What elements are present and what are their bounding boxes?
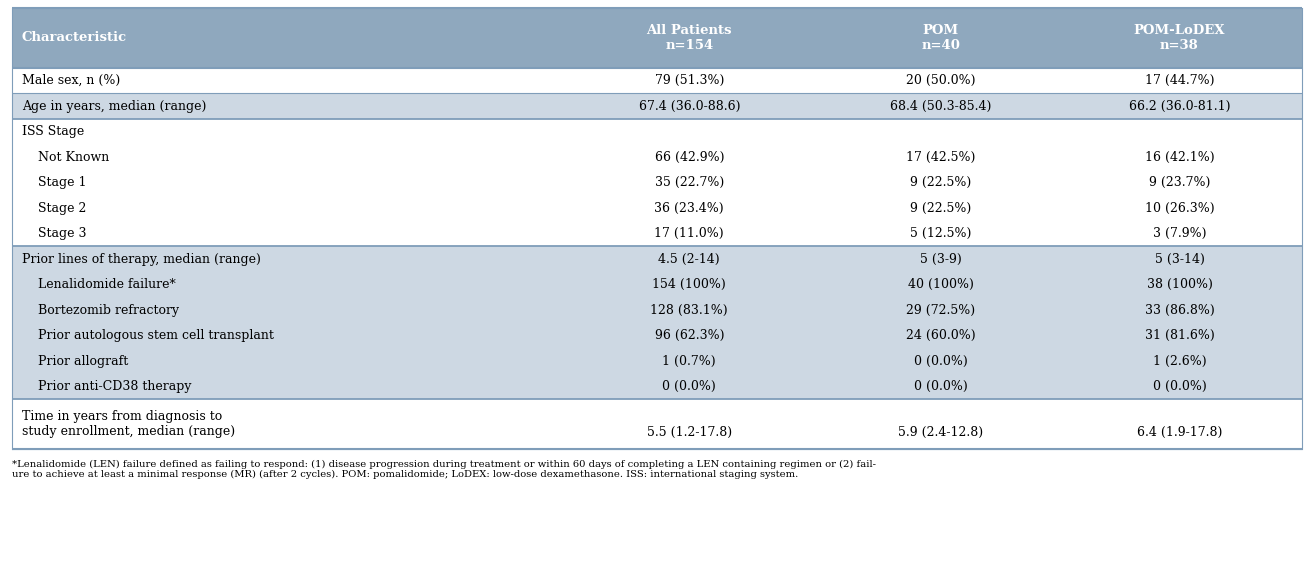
Bar — [12, 221, 1302, 247]
Text: Age in years, median (range): Age in years, median (range) — [22, 100, 206, 113]
Bar — [12, 145, 1302, 170]
Text: 1 (2.6%): 1 (2.6%) — [1152, 355, 1206, 368]
Text: 3 (7.9%): 3 (7.9%) — [1152, 227, 1206, 240]
Bar — [12, 196, 1302, 221]
Text: Characteristic: Characteristic — [22, 31, 127, 45]
Text: 67.4 (36.0-88.6): 67.4 (36.0-88.6) — [639, 100, 740, 113]
Text: Not Known: Not Known — [22, 151, 109, 164]
Text: 33 (86.8%): 33 (86.8%) — [1144, 304, 1214, 317]
Text: 66 (42.9%): 66 (42.9%) — [654, 151, 724, 164]
Text: 6.4 (1.9-17.8): 6.4 (1.9-17.8) — [1137, 426, 1222, 439]
Bar — [12, 68, 1302, 93]
Text: 16 (42.1%): 16 (42.1%) — [1144, 151, 1214, 164]
Text: 96 (62.3%): 96 (62.3%) — [654, 329, 724, 342]
Text: 9 (22.5%): 9 (22.5%) — [911, 176, 971, 189]
Text: 5.5 (1.2-17.8): 5.5 (1.2-17.8) — [646, 426, 732, 439]
Text: 5.9 (2.4-12.8): 5.9 (2.4-12.8) — [899, 426, 983, 439]
Text: Prior anti-CD38 therapy: Prior anti-CD38 therapy — [22, 380, 192, 393]
Text: 4.5 (2-14): 4.5 (2-14) — [658, 253, 720, 266]
Text: 29 (72.5%): 29 (72.5%) — [907, 304, 975, 317]
Bar — [12, 170, 1302, 196]
Text: 0 (0.0%): 0 (0.0%) — [1152, 380, 1206, 393]
Text: 0 (0.0%): 0 (0.0%) — [662, 380, 716, 393]
Text: 17 (42.5%): 17 (42.5%) — [907, 151, 975, 164]
Bar — [12, 399, 1302, 450]
Text: Prior allograft: Prior allograft — [22, 355, 129, 368]
Text: 24 (60.0%): 24 (60.0%) — [905, 329, 975, 342]
Text: Bortezomib refractory: Bortezomib refractory — [22, 304, 179, 317]
Text: 40 (100%): 40 (100%) — [908, 278, 974, 291]
Bar — [12, 247, 1302, 272]
Text: Time in years from diagnosis to
study enrollment, median (range): Time in years from diagnosis to study en… — [22, 411, 235, 439]
Text: 0 (0.0%): 0 (0.0%) — [915, 380, 967, 393]
Text: 31 (81.6%): 31 (81.6%) — [1144, 329, 1214, 342]
Text: Stage 3: Stage 3 — [22, 227, 87, 240]
Text: 5 (12.5%): 5 (12.5%) — [911, 227, 971, 240]
Text: 38 (100%): 38 (100%) — [1147, 278, 1213, 291]
Text: 79 (51.3%): 79 (51.3%) — [654, 74, 724, 88]
Text: 1 (0.7%): 1 (0.7%) — [662, 355, 716, 368]
Text: 5 (3-9): 5 (3-9) — [920, 253, 962, 266]
Text: 128 (83.1%): 128 (83.1%) — [650, 304, 728, 317]
Bar — [12, 272, 1302, 297]
Text: Stage 2: Stage 2 — [22, 202, 87, 214]
Text: POM
n=40: POM n=40 — [921, 24, 961, 52]
Text: 66.2 (36.0-81.1): 66.2 (36.0-81.1) — [1129, 100, 1230, 113]
Bar — [12, 323, 1302, 348]
Text: 17 (11.0%): 17 (11.0%) — [654, 227, 724, 240]
Text: 0 (0.0%): 0 (0.0%) — [915, 355, 967, 368]
Text: Stage 1: Stage 1 — [22, 176, 87, 189]
Bar — [12, 348, 1302, 374]
Text: 36 (23.4%): 36 (23.4%) — [654, 202, 724, 214]
Text: Lenalidomide failure*: Lenalidomide failure* — [22, 278, 176, 291]
Text: 10 (26.3%): 10 (26.3%) — [1144, 202, 1214, 214]
Text: Prior autologous stem cell transplant: Prior autologous stem cell transplant — [22, 329, 273, 342]
Text: 20 (50.0%): 20 (50.0%) — [907, 74, 975, 88]
Text: 9 (22.5%): 9 (22.5%) — [911, 202, 971, 214]
Text: 154 (100%): 154 (100%) — [652, 278, 727, 291]
Text: 68.4 (50.3-85.4): 68.4 (50.3-85.4) — [890, 100, 992, 113]
Bar — [12, 297, 1302, 323]
Bar — [12, 93, 1302, 119]
Text: 5 (3-14): 5 (3-14) — [1155, 253, 1205, 266]
Text: Male sex, n (%): Male sex, n (%) — [22, 74, 121, 88]
Bar — [12, 8, 1302, 68]
Text: 35 (22.7%): 35 (22.7%) — [654, 176, 724, 189]
Bar — [12, 119, 1302, 145]
Text: *Lenalidomide (LEN) failure defined as failing to respond: (1) disease progressi: *Lenalidomide (LEN) failure defined as f… — [12, 459, 876, 479]
Text: POM-LoDEX
n=38: POM-LoDEX n=38 — [1134, 24, 1225, 52]
Text: ISS Stage: ISS Stage — [22, 125, 84, 138]
Text: All Patients
n=154: All Patients n=154 — [646, 24, 732, 52]
Text: Prior lines of therapy, median (range): Prior lines of therapy, median (range) — [22, 253, 261, 266]
Bar — [12, 374, 1302, 399]
Text: 17 (44.7%): 17 (44.7%) — [1144, 74, 1214, 88]
Text: 9 (23.7%): 9 (23.7%) — [1148, 176, 1210, 189]
